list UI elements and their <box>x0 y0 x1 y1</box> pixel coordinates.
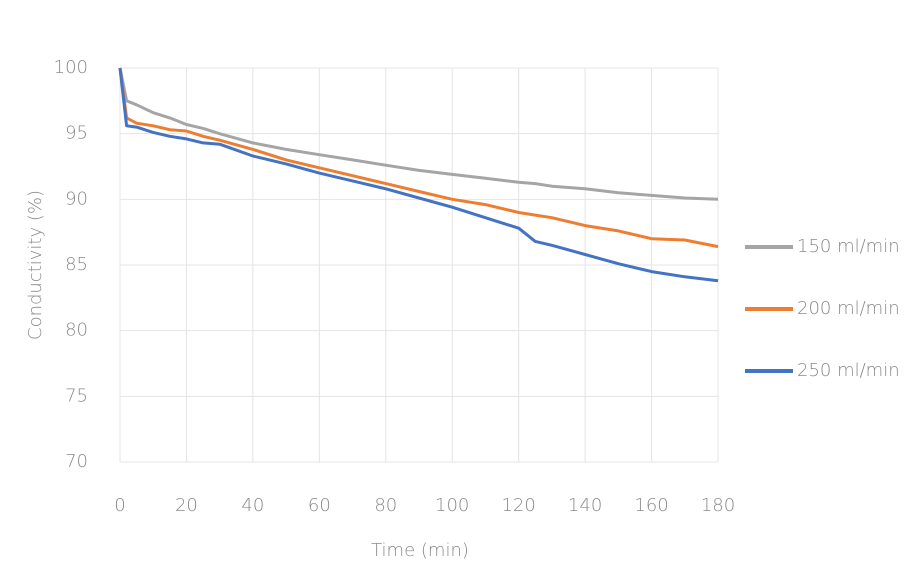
y-tick-label: 90 <box>65 188 88 209</box>
x-tick-label: 140 <box>568 495 602 516</box>
x-tick-label: 160 <box>634 495 668 516</box>
y-tick-label: 70 <box>65 451 88 472</box>
legend-label: 200 ml/min <box>797 298 900 319</box>
y-tick-label: 80 <box>65 320 88 341</box>
page: Time (min) Conductivity (%) 70 75 80 85 90 95… <box>0 0 923 576</box>
y-tick-label: 75 <box>65 385 88 406</box>
y-tick-label: 100 <box>54 57 88 78</box>
legend-label: 250 ml/min <box>797 360 900 381</box>
chart: Time (min) Conductivity (%) 70 75 80 85 90 95… <box>0 0 923 576</box>
x-tick-label: 60 <box>308 495 331 516</box>
x-tick-label: 40 <box>241 495 264 516</box>
y-tick-label: 85 <box>65 254 88 275</box>
x-tick-label: 20 <box>175 495 198 516</box>
x-tick-label: 0 <box>114 495 125 516</box>
x-tick-label: 180 <box>701 495 735 516</box>
y-axis-label: Conductivity (%) <box>25 190 46 340</box>
x-axis-label: Time (min) <box>371 540 469 561</box>
y-tick-label: 95 <box>65 123 88 144</box>
x-tick-label: 120 <box>501 495 535 516</box>
x-tick-label: 80 <box>374 495 397 516</box>
legend-label: 150 ml/min <box>797 236 900 257</box>
background <box>0 0 923 576</box>
x-tick-label: 100 <box>435 495 469 516</box>
